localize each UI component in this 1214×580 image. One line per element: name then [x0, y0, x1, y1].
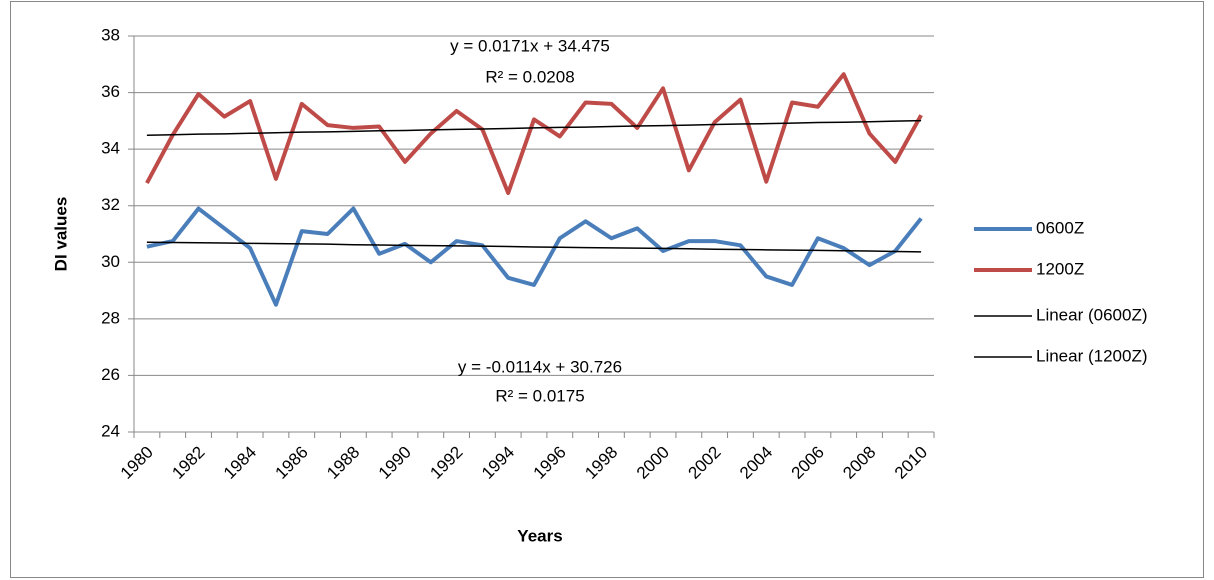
y-tick-label: 30	[101, 252, 120, 271]
trendline-equation: y = -0.0114x + 30.726	[458, 357, 622, 376]
y-tick-label: 32	[101, 195, 120, 214]
legend-label: 0600Z	[1036, 218, 1084, 237]
y-tick-label: 36	[101, 82, 120, 101]
trendline-equation: R² = 0.0175	[495, 386, 584, 405]
y-tick-label: 24	[101, 421, 120, 440]
series-line	[146, 119, 922, 137]
series-line	[146, 241, 922, 253]
y-tick-label: 34	[101, 139, 120, 158]
x-axis-title: Years	[517, 526, 562, 545]
y-tick-label: 38	[101, 25, 120, 44]
series-line	[146, 206, 923, 307]
y-axis-title: DI values	[51, 197, 70, 272]
legend-label: Linear (0600Z)	[1036, 305, 1148, 324]
trendline-equation: R² = 0.0208	[485, 67, 574, 86]
y-tick-label: 28	[101, 308, 120, 327]
trendline-equation: y = 0.0171x + 34.475	[450, 36, 610, 55]
y-tick-label: 26	[101, 365, 120, 384]
legend-label: Linear (1200Z)	[1036, 346, 1148, 365]
chart-frame	[10, 1, 1204, 578]
series-line	[145, 72, 923, 195]
legend-label: 1200Z	[1036, 259, 1084, 278]
